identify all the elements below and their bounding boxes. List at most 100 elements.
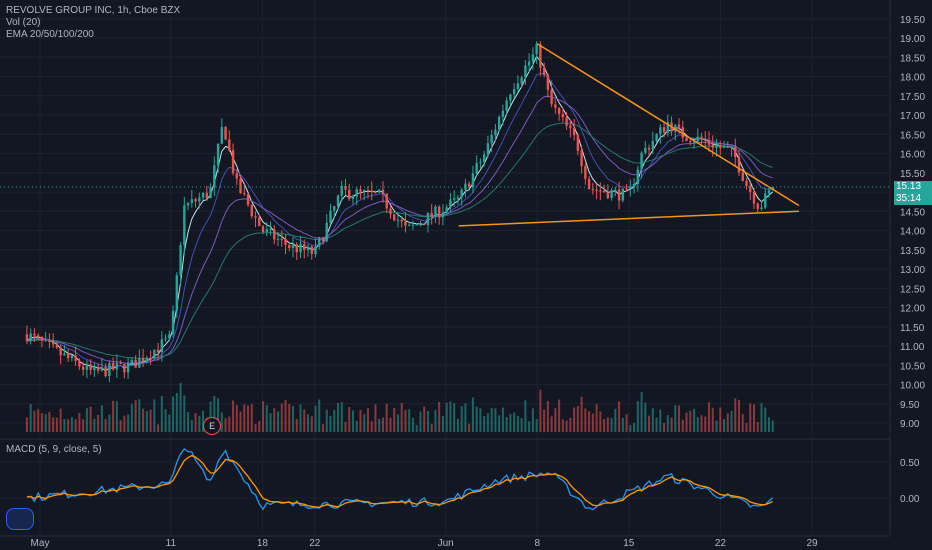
volume-bar	[434, 409, 437, 432]
candle-body	[666, 122, 670, 133]
volume-bar	[603, 419, 606, 432]
candle-body	[497, 116, 501, 130]
candle-body	[186, 203, 190, 206]
macd-legend[interactable]: MACD (5, 9, close, 5)	[6, 444, 102, 455]
volume-legend[interactable]: Vol (20)	[6, 17, 41, 28]
volume-bar	[232, 400, 235, 432]
candle-body	[542, 67, 546, 75]
y-tick-label: 11.00	[900, 342, 925, 353]
volume-bar	[700, 415, 703, 432]
candle-body	[681, 127, 684, 138]
tradingview-logo-icon[interactable]	[6, 508, 34, 530]
volume-bar	[314, 405, 317, 432]
candle-body	[437, 206, 441, 218]
x-axis: May 11 18 22 Jun 8 15 22 29	[31, 0, 818, 549]
volume-bar	[299, 404, 302, 432]
candle-body	[655, 134, 658, 142]
candle-body	[696, 136, 699, 142]
volume-bar	[333, 409, 336, 432]
y-tick-label: 11.50	[900, 323, 925, 334]
volume-bar	[415, 424, 418, 432]
candle-body	[741, 172, 744, 181]
volume-bar	[340, 402, 343, 432]
candle-body	[81, 366, 85, 370]
candle-body	[400, 219, 403, 222]
volume-bar	[524, 400, 527, 432]
candle-body	[104, 367, 107, 377]
candle-body	[89, 364, 92, 371]
volume-bar	[513, 412, 516, 432]
candle-body	[572, 128, 576, 136]
volume-bar	[351, 410, 354, 432]
candle-body	[284, 238, 287, 245]
candle-body	[370, 190, 373, 192]
volume-bar	[486, 413, 489, 432]
volume-bar	[67, 419, 70, 432]
candle-body	[404, 221, 407, 226]
candle-body	[737, 157, 741, 173]
candle-body	[119, 362, 122, 364]
candle-body	[363, 190, 366, 192]
candle-body	[321, 237, 325, 241]
candle-body	[430, 212, 433, 217]
y-tick-label: 14.50	[900, 207, 925, 218]
volume-bar	[172, 396, 175, 432]
volume-bar	[599, 411, 602, 432]
volume-bar	[329, 415, 332, 432]
candle-body	[366, 190, 370, 192]
candle-body	[149, 357, 152, 359]
volume-bar	[55, 417, 58, 432]
candle-body	[482, 154, 486, 162]
candle-body	[179, 245, 182, 276]
volume-bar	[93, 418, 96, 432]
candle-body	[100, 367, 104, 371]
volume-bar	[284, 399, 287, 432]
y-tick-label: 13.50	[900, 246, 925, 257]
candle-body	[209, 187, 212, 198]
candle-body	[33, 333, 36, 336]
volume-bar	[82, 419, 85, 432]
candle-body	[576, 135, 580, 151]
candle-body	[486, 143, 490, 155]
candle-body	[636, 169, 640, 185]
volume-bar	[494, 408, 497, 432]
candle-body	[557, 107, 561, 114]
candle-body	[419, 224, 422, 226]
ema-legend[interactable]: EMA 20/50/100/200	[6, 29, 94, 40]
volume-bar	[531, 408, 534, 432]
candle-body	[258, 217, 261, 227]
candle-body	[606, 192, 610, 199]
candle-body	[243, 193, 246, 195]
candle-body	[261, 226, 265, 233]
candle-body	[329, 210, 332, 223]
volume-bar	[59, 408, 62, 432]
candle-body	[700, 136, 703, 140]
volume-bar	[63, 419, 66, 432]
candles	[25, 41, 774, 383]
candle-body	[449, 199, 452, 208]
volume-bar	[142, 408, 145, 432]
volume-bar	[187, 412, 190, 432]
volume-bar	[269, 413, 272, 432]
candle-body	[299, 243, 302, 253]
candle-body	[216, 143, 220, 166]
candle-body	[36, 335, 40, 337]
y-tick-label: 16.50	[900, 130, 925, 141]
volume-bar	[636, 401, 639, 432]
volume-bar	[423, 406, 426, 432]
volume-bar	[588, 411, 591, 432]
macd-tick-label: 0.00	[900, 494, 920, 505]
candle-body	[625, 188, 628, 190]
volume-bar	[336, 402, 339, 432]
volume-bar	[426, 411, 429, 432]
x-tick-label: 22	[309, 538, 321, 549]
volume-bar	[262, 401, 265, 432]
candle-body	[621, 188, 625, 201]
candle-body	[336, 195, 340, 207]
candle-body	[164, 338, 167, 340]
volume-bar	[738, 400, 741, 432]
candle-body	[254, 216, 257, 218]
earnings-badge[interactable]: E	[203, 417, 222, 435]
